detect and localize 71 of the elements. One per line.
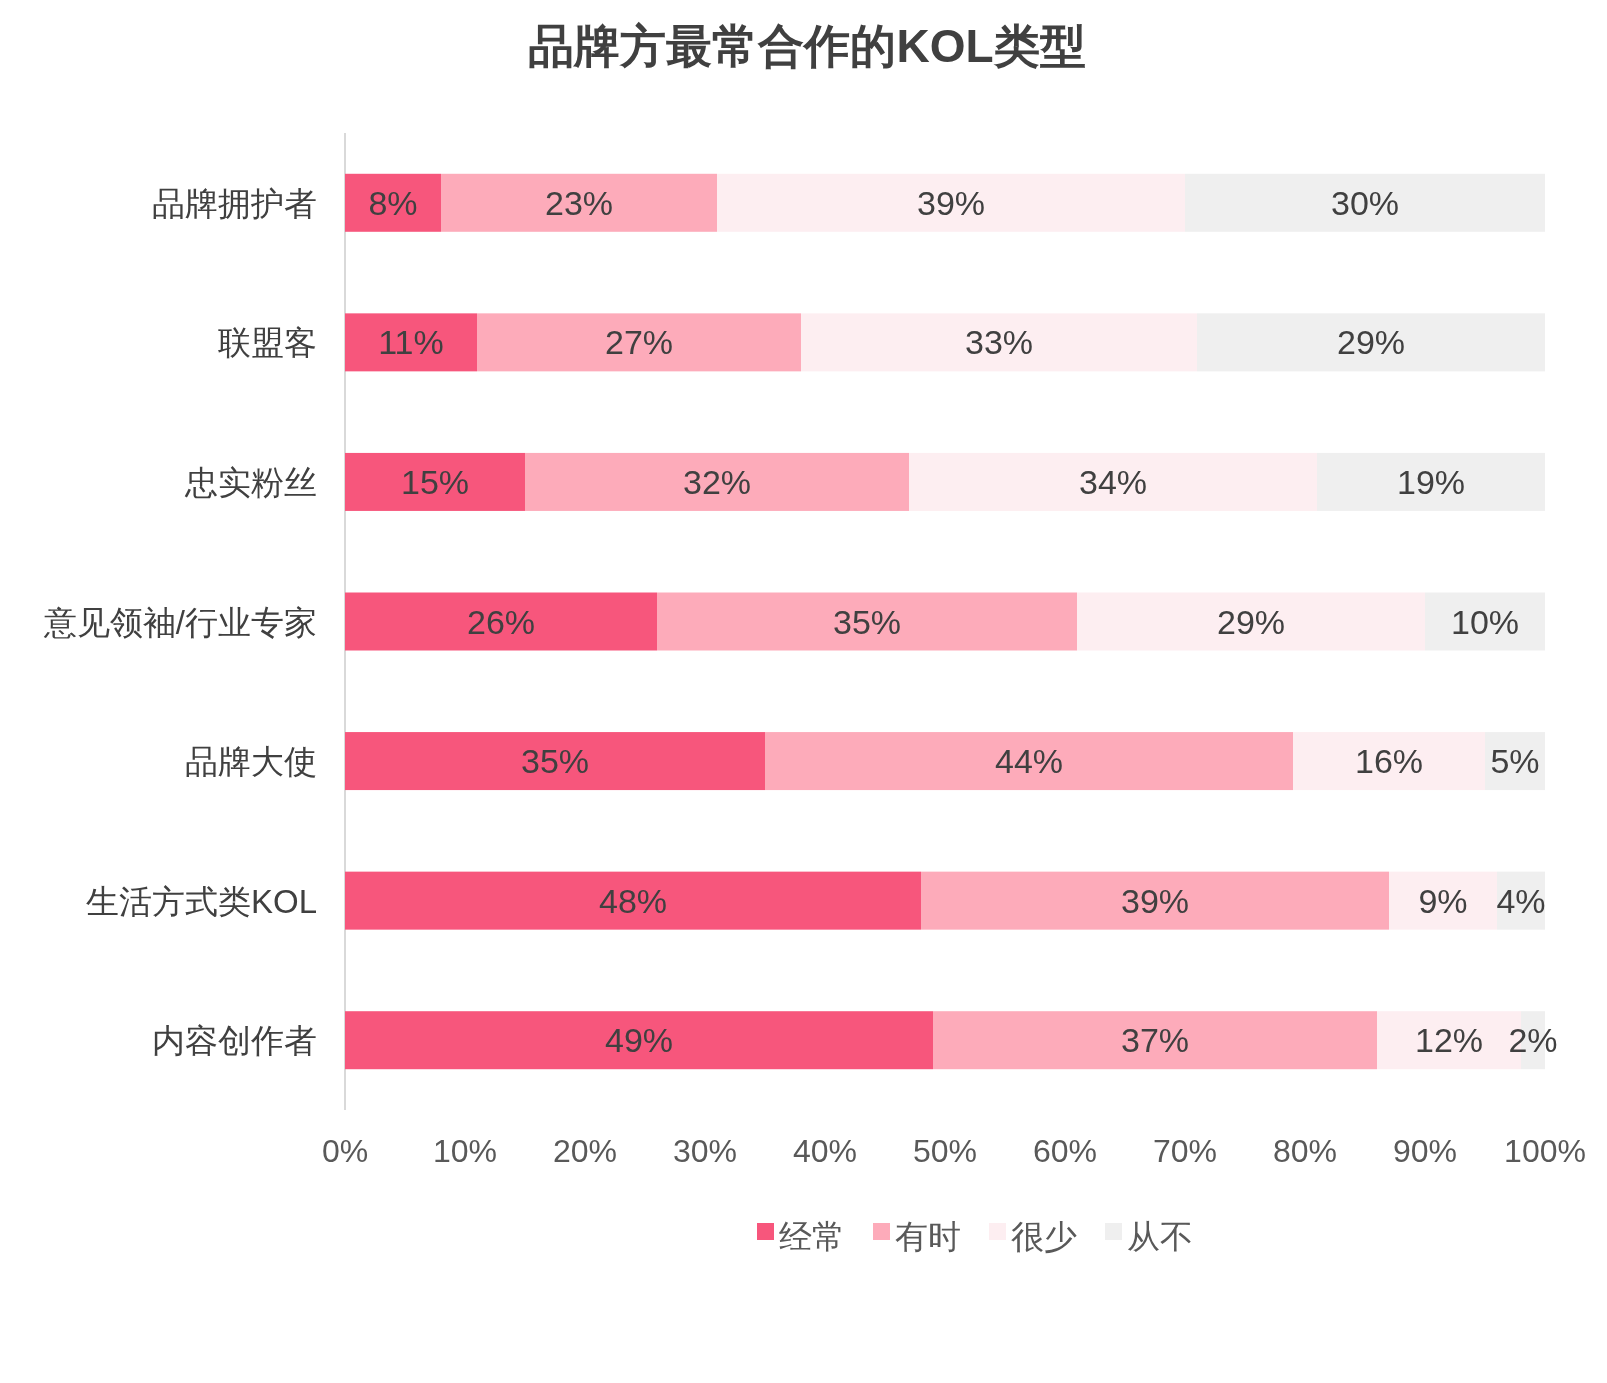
data-label: 11%	[378, 323, 444, 362]
bar	[345, 173, 441, 232]
data-label: 39%	[1120, 881, 1190, 920]
bar	[1077, 592, 1425, 651]
data-label: 49%	[604, 1021, 674, 1060]
y-tick-label: 意见领袖/行业专家	[42, 603, 317, 641]
data-label: 2%	[1508, 1021, 1558, 1060]
bar	[477, 313, 801, 372]
legend-label: 很少	[1011, 1218, 1077, 1255]
x-tick-label: 30%	[672, 1133, 738, 1169]
x-tick-label: 40%	[792, 1133, 858, 1169]
bar	[921, 871, 1389, 930]
legend-label: 经常	[779, 1218, 845, 1255]
x-tick-label: 50%	[912, 1133, 978, 1169]
data-label: 32%	[682, 462, 752, 501]
bar	[345, 871, 921, 930]
data-label: 34%	[1078, 462, 1148, 501]
y-tick-label: 联盟客	[218, 324, 317, 362]
data-label: 15%	[400, 462, 470, 501]
bar	[345, 732, 765, 791]
data-label: 30%	[1330, 183, 1400, 222]
data-label: 29%	[1216, 602, 1286, 641]
bar	[909, 452, 1317, 511]
data-label: 9%	[1418, 881, 1468, 920]
data-label: 12%	[1414, 1021, 1484, 1060]
data-label: 5%	[1490, 742, 1540, 781]
bar	[345, 592, 657, 651]
data-label: 35%	[832, 602, 902, 641]
data-label: 33%	[964, 323, 1034, 362]
data-label: 16%	[1354, 742, 1424, 781]
data-label: 29%	[1336, 323, 1406, 362]
bar	[1389, 871, 1497, 930]
bar	[345, 452, 525, 511]
data-label: 26%	[466, 602, 536, 641]
bar	[657, 592, 1077, 651]
legend-label: 从不	[1127, 1218, 1193, 1255]
bar	[441, 173, 717, 232]
x-tick-label: 100%	[1504, 1133, 1586, 1169]
data-label: 4%	[1496, 881, 1546, 920]
x-tick-label: 70%	[1152, 1133, 1218, 1169]
data-label: 10%	[1450, 602, 1520, 641]
bar	[717, 173, 1185, 232]
x-tick-label: 90%	[1392, 1133, 1458, 1169]
data-label: 8%	[368, 183, 418, 222]
data-label: 39%	[916, 183, 986, 222]
x-tick-label: 80%	[1272, 1133, 1338, 1169]
bar	[525, 452, 909, 511]
legend-label: 有时	[895, 1218, 961, 1255]
bar	[1293, 732, 1485, 791]
y-tick-label: 内容创作者	[152, 1022, 317, 1060]
data-label: 23%	[544, 183, 614, 222]
bar	[933, 1011, 1377, 1070]
data-label: 35%	[520, 742, 590, 781]
x-tick-label: 0%	[321, 1133, 369, 1169]
y-tick-label: 品牌大使	[185, 743, 317, 781]
data-label: 48%	[598, 881, 668, 920]
bar	[765, 732, 1293, 791]
y-tick-label: 品牌拥护者	[152, 184, 317, 222]
bar	[345, 1011, 933, 1070]
data-label: 44%	[994, 742, 1064, 781]
chart-title: 品牌方最常合作的KOL类型	[528, 20, 1086, 72]
bar	[345, 313, 477, 372]
x-tick-label: 20%	[552, 1133, 618, 1169]
x-tick-label: 10%	[432, 1133, 498, 1169]
y-tick-label: 忠实粉丝	[184, 463, 317, 501]
data-label: 27%	[604, 323, 674, 362]
x-tick-label: 60%	[1032, 1133, 1098, 1169]
y-tick-label: 生活方式类KOL	[85, 882, 317, 920]
data-label: 19%	[1396, 462, 1466, 501]
data-label: 37%	[1120, 1021, 1190, 1060]
bar	[801, 313, 1197, 372]
